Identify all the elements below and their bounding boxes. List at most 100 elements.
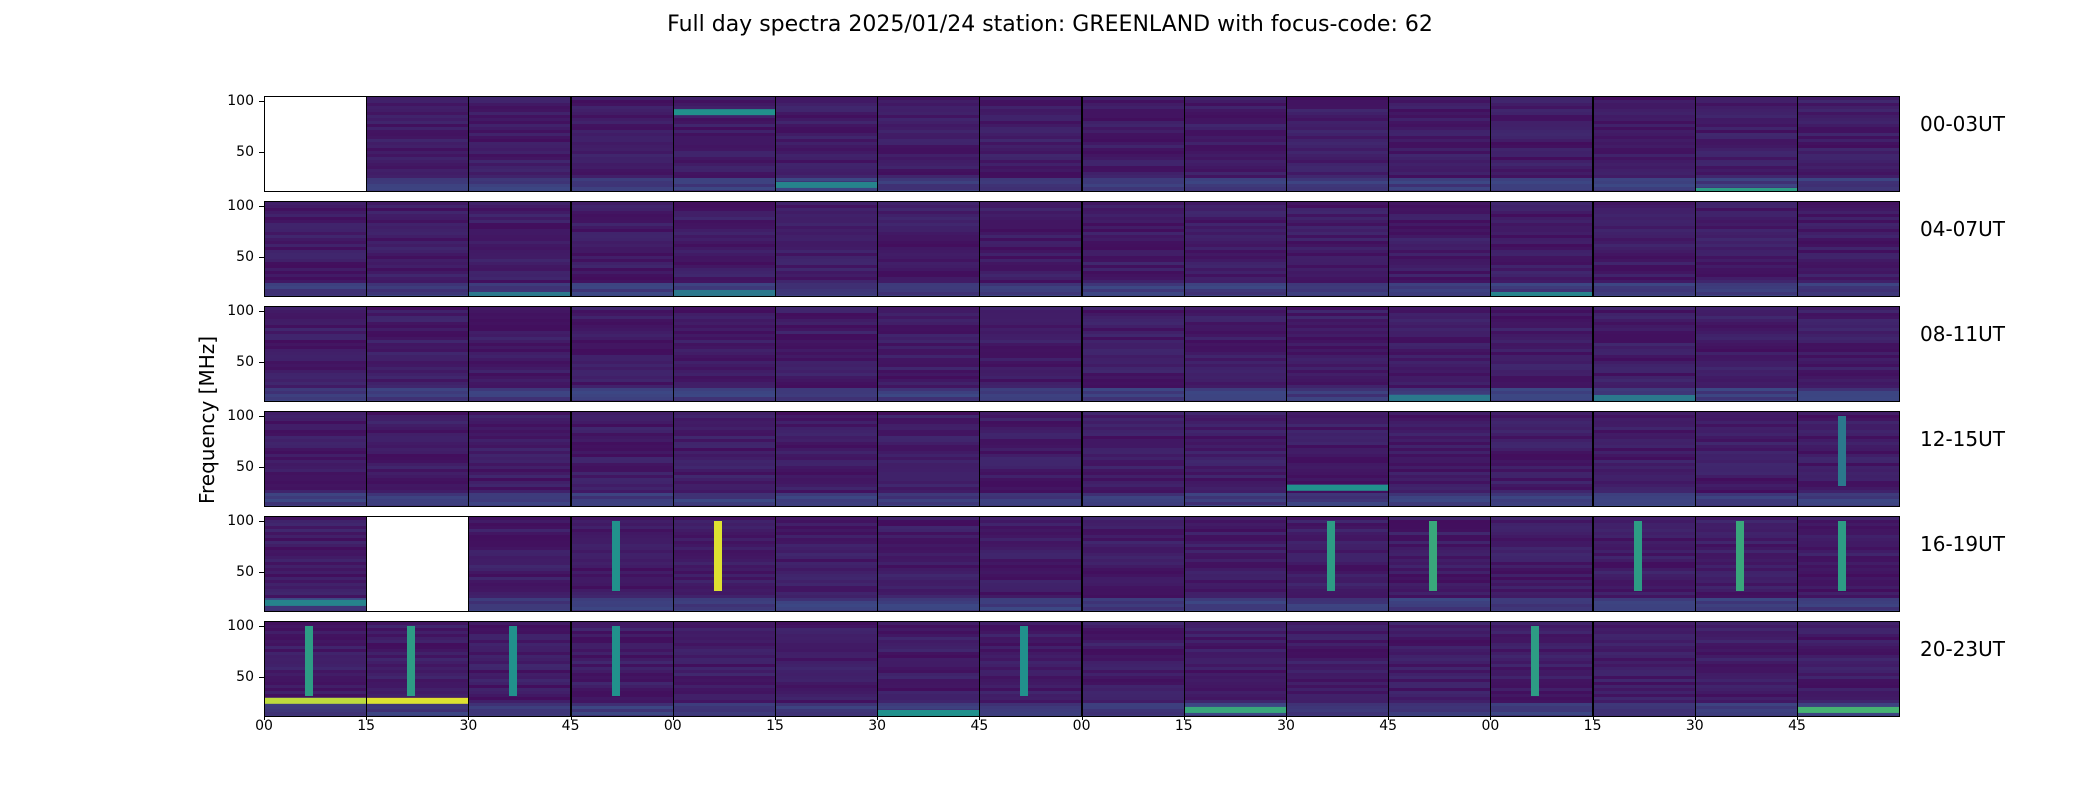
spectrum-band — [1287, 361, 1388, 364]
spectrum-band — [1798, 652, 1899, 655]
spectrum-band — [265, 553, 366, 556]
spectrum-band — [1082, 415, 1184, 418]
spectrum-band — [980, 472, 1082, 475]
spectrum-band — [571, 124, 673, 127]
spectrum-band — [1798, 217, 1899, 220]
spectrum-band — [1389, 157, 1491, 160]
spectrum-band — [878, 340, 980, 343]
spectrum-band — [1287, 679, 1388, 682]
spectrum-band — [1593, 328, 1695, 331]
spectrum-band — [1798, 292, 1899, 295]
spectrum-band — [673, 334, 775, 337]
spectrum-band — [469, 604, 571, 607]
spectrum-band — [1491, 379, 1593, 382]
spectrum-band — [1184, 343, 1286, 346]
spectrum-band — [1491, 316, 1593, 319]
spectrum-band — [776, 583, 877, 586]
spectrum-band — [1184, 232, 1286, 235]
spectrum-band — [1389, 97, 1491, 100]
spectrum-band — [571, 526, 673, 529]
spectrum-band — [878, 133, 980, 136]
spectrum-panel — [1490, 621, 1594, 717]
spectrum-band — [1184, 664, 1286, 667]
spectrum-band — [1184, 478, 1286, 481]
spectrum-band — [265, 283, 366, 286]
spectrum-band — [1082, 268, 1184, 271]
spectrum-band — [367, 679, 469, 682]
spectrum-band — [1695, 364, 1797, 367]
spectrum-band — [980, 412, 1082, 415]
spectrum-band — [980, 205, 1082, 208]
spectrum-band — [1798, 352, 1899, 355]
spectrum-band — [878, 610, 980, 611]
spectrum-band — [1695, 565, 1797, 568]
spectrum-band — [469, 238, 571, 241]
spectrum-band — [776, 178, 877, 181]
spectrum-band — [776, 688, 877, 691]
spectrum-band — [1491, 706, 1593, 709]
spectrum-heatmap — [878, 307, 980, 401]
spectrum-band — [469, 475, 571, 478]
spectrum-band — [367, 322, 469, 325]
spectrum-band — [265, 391, 366, 394]
spectrum-band — [776, 631, 877, 634]
spectrum-heatmap — [367, 202, 469, 296]
spectrum-band — [776, 490, 877, 493]
spectrum-band — [1389, 628, 1491, 631]
spectrum-band — [878, 625, 980, 628]
spectrum-band — [1695, 208, 1797, 211]
spectrum-band — [1287, 394, 1388, 397]
spectrum-band — [776, 382, 877, 385]
spectrum-band — [1491, 373, 1593, 376]
spectrum-band — [1491, 607, 1593, 610]
spectrum-heatmap — [367, 307, 469, 401]
spectrum-band — [673, 145, 775, 148]
spectrum-band — [1184, 469, 1286, 472]
spectrum-band — [1082, 382, 1184, 385]
spectrum-band — [1287, 715, 1388, 716]
spectrum-panel — [672, 516, 776, 612]
spectrum-band — [1389, 601, 1491, 604]
spectrum-band — [673, 100, 775, 103]
spectrum-band — [367, 358, 469, 361]
spectrum-band — [1184, 364, 1286, 367]
spectrum-band — [367, 256, 469, 259]
spectrum-band — [878, 592, 980, 595]
spectrum-band — [1491, 676, 1593, 679]
spectrum-band — [571, 100, 673, 103]
spectrum-band — [1287, 397, 1388, 400]
spectrum-band — [776, 151, 877, 154]
spectrum-band — [1593, 625, 1695, 628]
spectrum-band — [1389, 346, 1491, 349]
spectrum-band — [367, 250, 469, 253]
spectrum-band — [1491, 523, 1593, 526]
spectrum-band — [265, 454, 366, 457]
spectrum-band — [469, 97, 571, 100]
y-tick-label: 50 — [236, 353, 254, 370]
spectrum-heatmap — [571, 97, 673, 191]
spectrum-band — [776, 523, 877, 526]
spectrum-band — [673, 691, 775, 694]
spectrum-band — [1287, 412, 1388, 415]
spectrum-band — [1593, 178, 1695, 181]
spectrum-band — [1798, 247, 1899, 250]
spectrum-band — [1798, 559, 1899, 562]
spectrum-band — [1798, 460, 1899, 463]
spectrum-heatmap — [1184, 97, 1286, 191]
spectrum-band — [1593, 580, 1695, 583]
spectrum-band — [980, 445, 1082, 448]
spectrum-band — [1184, 466, 1286, 469]
spectrum-band — [1082, 172, 1184, 175]
spectrum-band — [469, 697, 571, 700]
spectrum-band — [980, 415, 1082, 418]
spectrum-band — [1695, 172, 1797, 175]
spectrum-band — [1287, 262, 1388, 265]
spectrum-band — [980, 646, 1082, 649]
spectrum-band — [469, 205, 571, 208]
spectrum-band — [1593, 382, 1695, 385]
x-tick-label: 30 — [868, 718, 887, 734]
spectrum-band — [367, 628, 469, 631]
spectrum-band — [1491, 286, 1593, 289]
spectrum-band — [1491, 229, 1593, 232]
spectrum-band — [878, 253, 980, 256]
